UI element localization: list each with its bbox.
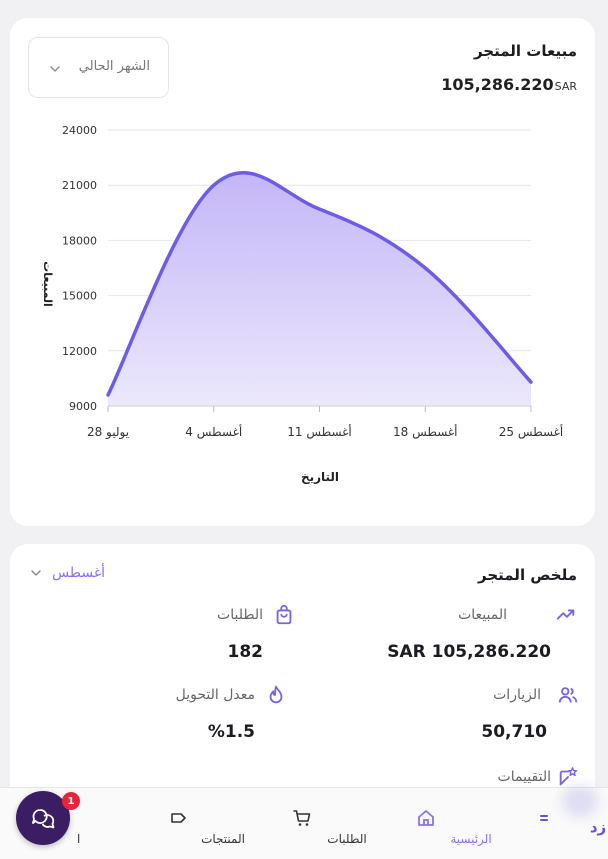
cart-icon <box>293 810 311 826</box>
chat-badge: 1 <box>62 792 80 810</box>
metric-reviews-label: التقييمات <box>497 769 551 785</box>
chevron-down-icon <box>31 570 41 576</box>
metric-visits: الزيارات 50,710 <box>481 684 579 742</box>
nav-products-label: المنتجات <box>201 832 245 846</box>
metric-orders-value: 182 <box>227 642 264 662</box>
x-tick-label: 28 يوليو <box>87 425 129 440</box>
metric-conversion-value: %1.5 <box>207 722 255 742</box>
sales-chart: 24000 21000 18000 15000 12000 9000 28 يوليو 4 أ… <box>41 124 564 484</box>
nav-products[interactable]: المنتجات <box>133 788 245 859</box>
period-dropdown-label: الشهر الحالي <box>78 59 150 74</box>
nav-more-label: ا <box>77 832 81 846</box>
metric-conversion-label: معدل التحويل <box>175 687 255 703</box>
x-tick-label: 4 أغسطس <box>185 424 242 440</box>
metric-sales-value: SAR 105,286.220 <box>387 642 551 662</box>
sales-total-value: 105,286.220 <box>441 75 554 94</box>
metric-visits-value: 50,710 <box>481 722 547 742</box>
zid-logo-text: زد <box>589 818 607 836</box>
home-icon <box>418 810 434 826</box>
nav-home[interactable]: الرئيسية <box>381 788 492 859</box>
metric-sales: المبيعات SAR 105,286.220 <box>387 604 577 662</box>
chevron-down-icon <box>50 66 60 72</box>
floating-blur <box>562 785 598 817</box>
sales-total-currency: SAR <box>554 80 577 93</box>
flame-icon <box>269 685 283 704</box>
nav-more[interactable]: ا <box>30 788 80 859</box>
metric-sales-label: المبيعات <box>458 607 507 623</box>
y-tick-label: 21000 <box>62 179 97 192</box>
bottom-nav: زد الرئيسية الطلبات المنتجات ا <box>0 787 608 859</box>
menu-lines-icon <box>540 815 548 821</box>
x-axis-label: التاريخ <box>301 470 339 484</box>
metric-conversion: معدل التحويل %1.5 <box>176 684 287 742</box>
metric-orders: الطلبات 182 <box>217 604 295 662</box>
y-tick-label: 9000 <box>69 400 97 413</box>
zid-logo[interactable]: زد <box>508 788 606 859</box>
month-dropdown-label: أغسطس <box>52 565 106 581</box>
x-tick-label: 11 أغسطس <box>287 424 352 440</box>
metric-orders-label: الطلبات <box>217 607 263 623</box>
nav-orders[interactable]: الطلبات <box>257 788 367 859</box>
shopping-bag-icon <box>276 604 292 625</box>
nav-orders-label: الطلبات <box>327 832 367 846</box>
sales-card: 24000 21000 18000 15000 12000 9000 28 يوليو 4 أ… <box>10 18 595 526</box>
y-tick-label: 18000 <box>62 234 97 247</box>
users-icon <box>558 687 578 703</box>
y-tick-label: 15000 <box>62 290 97 303</box>
metric-reviews: التقييمات <box>498 766 579 788</box>
trending-up-icon <box>556 609 575 620</box>
y-tick-label: 24000 <box>62 124 97 137</box>
x-tick-label: 18 أغسطس <box>393 424 458 440</box>
nav-home-label: الرئيسية <box>450 832 492 846</box>
sales-title: مبيعات المتجر <box>473 42 577 60</box>
y-axis-label: المبيعات <box>41 261 54 307</box>
chat-button[interactable] <box>16 791 70 845</box>
x-tick-label: 25 أغسطس <box>499 424 564 440</box>
metric-visits-label: الزيارات <box>493 687 541 703</box>
period-dropdown[interactable]: الشهر الحالي <box>28 37 169 98</box>
month-dropdown[interactable]: أغسطس <box>30 565 105 581</box>
sales-total: SAR 105,286.220 <box>441 75 577 94</box>
summary-card: ملخص المتجر أغسطس المبيعات SAR 105,286.2… <box>10 544 595 804</box>
tag-icon <box>171 813 186 823</box>
chat-icon <box>32 809 55 829</box>
star-badge-icon <box>559 767 578 786</box>
summary-title: ملخص المتجر <box>477 566 577 584</box>
sales-area-fill <box>108 172 531 406</box>
sales-series-line <box>106 170 533 397</box>
y-tick-label: 12000 <box>62 345 97 358</box>
